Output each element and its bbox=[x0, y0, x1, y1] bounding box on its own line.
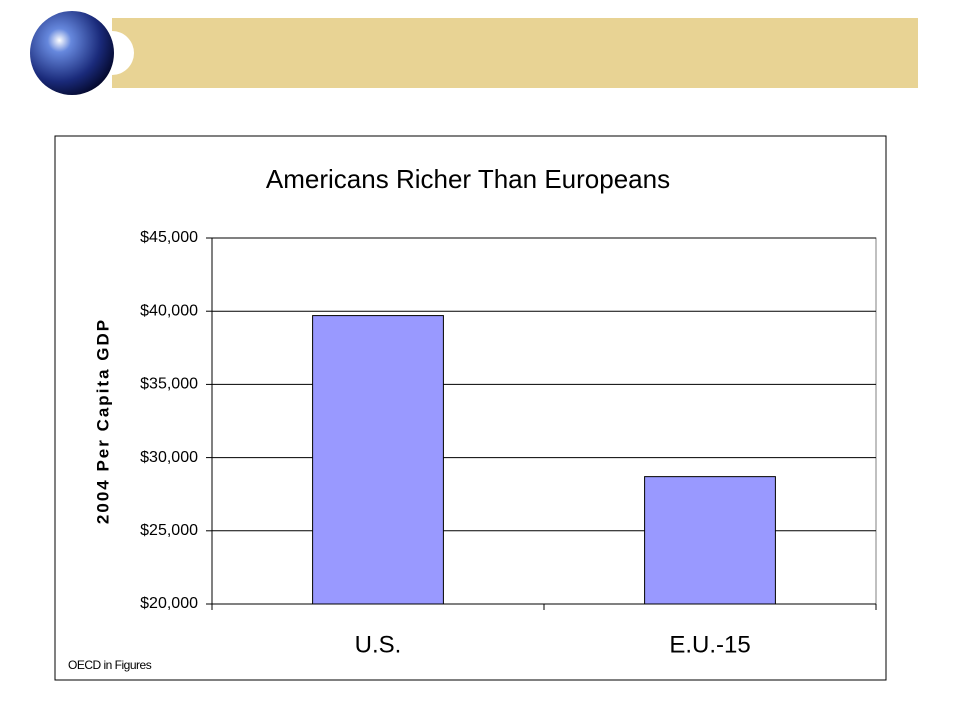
y-axis-label: 2004 Per Capita GDP bbox=[93, 318, 112, 524]
y-tick-label: $40,000 bbox=[140, 302, 198, 319]
y-tick-label: $20,000 bbox=[140, 595, 198, 612]
source-note: OECD in Figures bbox=[68, 658, 152, 672]
y-tick-label: $30,000 bbox=[140, 449, 198, 466]
y-tick-label: $25,000 bbox=[140, 522, 198, 539]
y-tick-label: $45,000 bbox=[140, 229, 198, 246]
banner-strip bbox=[112, 18, 918, 88]
chart-title: Americans Richer Than Europeans bbox=[266, 164, 670, 194]
globe bbox=[30, 11, 114, 95]
banner bbox=[30, 11, 918, 95]
bar bbox=[312, 315, 444, 605]
x-tick-label: E.U.-15 bbox=[669, 631, 750, 658]
x-tick-label: U.S. bbox=[355, 631, 402, 658]
plot-area bbox=[211, 237, 877, 605]
bar bbox=[644, 476, 776, 605]
y-tick-label: $35,000 bbox=[140, 376, 198, 393]
